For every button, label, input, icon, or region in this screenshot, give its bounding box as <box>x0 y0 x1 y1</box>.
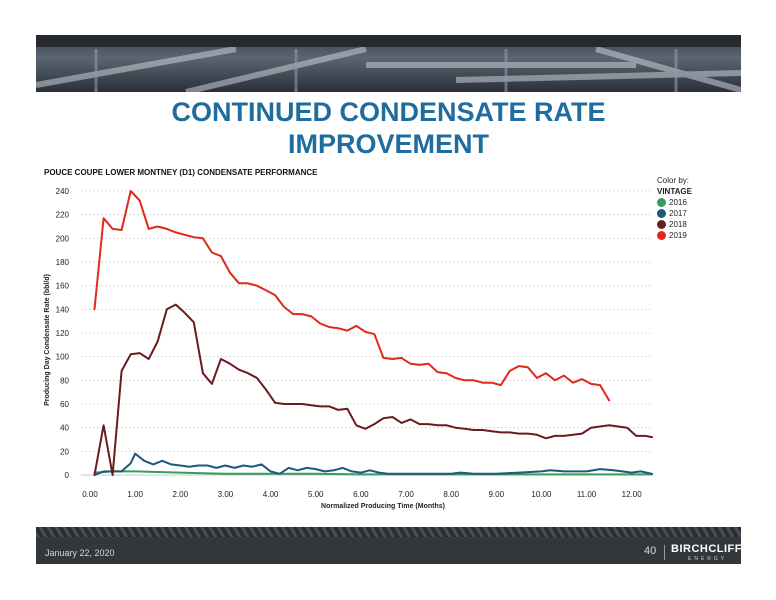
y-tick-labels: 0 20 40 60 80 100 120 140 160 180 200 220 240 <box>56 187 70 480</box>
x-tick-label: 10.00 <box>531 490 552 499</box>
banner-top-strip <box>36 35 741 47</box>
footer-date: January 22, 2020 <box>45 548 115 558</box>
x-tick-label: 9.00 <box>488 490 504 499</box>
page-number: 40 <box>644 545 657 557</box>
logo-divider <box>664 545 665 560</box>
y-tick-label: 20 <box>60 447 69 456</box>
y-tick-label: 60 <box>60 400 69 409</box>
y-tick-label: 140 <box>56 305 70 314</box>
y-tick-label: 120 <box>56 329 70 338</box>
y-tick-label: 0 <box>65 471 70 480</box>
legend-title: Color by: <box>657 176 690 185</box>
company-logo: BIRCHCLIFF <box>671 543 741 555</box>
y-tick-label: 220 <box>56 211 70 220</box>
series-line-2018 <box>93 303 653 476</box>
legend-dot-icon <box>657 231 666 240</box>
company-logo-subtext: ENERGY <box>688 556 728 562</box>
y-tick-label: 200 <box>56 234 70 243</box>
condensate-line-chart: 0 20 40 60 80 100 120 140 160 180 200 220 240 0.00 1.… <box>44 187 653 510</box>
x-axis-label: Normalized Producing Time (Months) <box>321 503 445 510</box>
footer-bar: January 22, 2020 40 BIRCHCLIFF ENERGY <box>36 527 741 564</box>
y-tick-label: 160 <box>56 282 70 291</box>
legend-dot-icon <box>657 220 666 229</box>
y-tick-label: 240 <box>56 187 70 196</box>
y-tick-label: 80 <box>60 376 69 385</box>
chart-legend: Color by: VINTAGE 2016 2017 2018 2019 <box>657 176 692 241</box>
legend-item-2018: 2018 <box>657 219 692 230</box>
chart-title: POUCE COUPE LOWER MONTNEY (D1) CONDENSAT… <box>44 168 318 177</box>
x-tick-labels: 0.00 1.00 2.00 3.00 4.00 5.00 6.00 7.00 8.00 9.00… <box>82 490 642 499</box>
x-tick-label: 4.00 <box>263 490 279 499</box>
slide-title: CONTINUED CONDENSATE RATE IMPROVEMENT <box>36 96 741 160</box>
y-tick-label: 180 <box>56 258 70 267</box>
x-tick-label: 1.00 <box>127 490 143 499</box>
legend-dot-icon <box>657 209 666 218</box>
slide-title-line-2: IMPROVEMENT <box>287 129 489 159</box>
x-tick-label: 7.00 <box>398 490 414 499</box>
series-line-2017 <box>93 452 653 476</box>
industrial-pipes-image <box>36 46 741 92</box>
x-tick-label: 3.00 <box>218 490 234 499</box>
series-line-2016 <box>93 470 653 476</box>
legend-label: 2019 <box>669 231 687 240</box>
x-tick-label: 2.00 <box>173 490 189 499</box>
legend-label: 2017 <box>669 209 687 218</box>
legend-item-2019: 2019 <box>657 230 692 241</box>
x-tick-label: 6.00 <box>353 490 369 499</box>
y-tick-label: 40 <box>60 424 69 433</box>
legend-item-2017: 2017 <box>657 208 692 219</box>
legend-subtitle: VINTAGE <box>657 187 692 196</box>
footer-pattern-strip <box>36 527 741 537</box>
slide-title-line-1: CONTINUED CONDENSATE RATE <box>171 97 606 127</box>
series-line-2019 <box>93 190 611 402</box>
header-banner-image <box>36 35 741 92</box>
x-tick-label: 5.00 <box>308 490 324 499</box>
chart-series <box>93 190 653 476</box>
x-tick-label: 11.00 <box>577 490 597 499</box>
y-axis-label: Producing Day Condensate Rate (bbl/d) <box>44 274 51 406</box>
legend-label: 2018 <box>669 220 687 229</box>
x-tick-label: 12.00 <box>622 490 643 499</box>
legend-item-2016: 2016 <box>657 197 692 208</box>
legend-label: 2016 <box>669 198 687 207</box>
x-tick-label: 8.00 <box>443 490 459 499</box>
y-tick-label: 100 <box>56 353 70 362</box>
x-tick-label: 0.00 <box>82 490 98 499</box>
legend-dot-icon <box>657 198 666 207</box>
